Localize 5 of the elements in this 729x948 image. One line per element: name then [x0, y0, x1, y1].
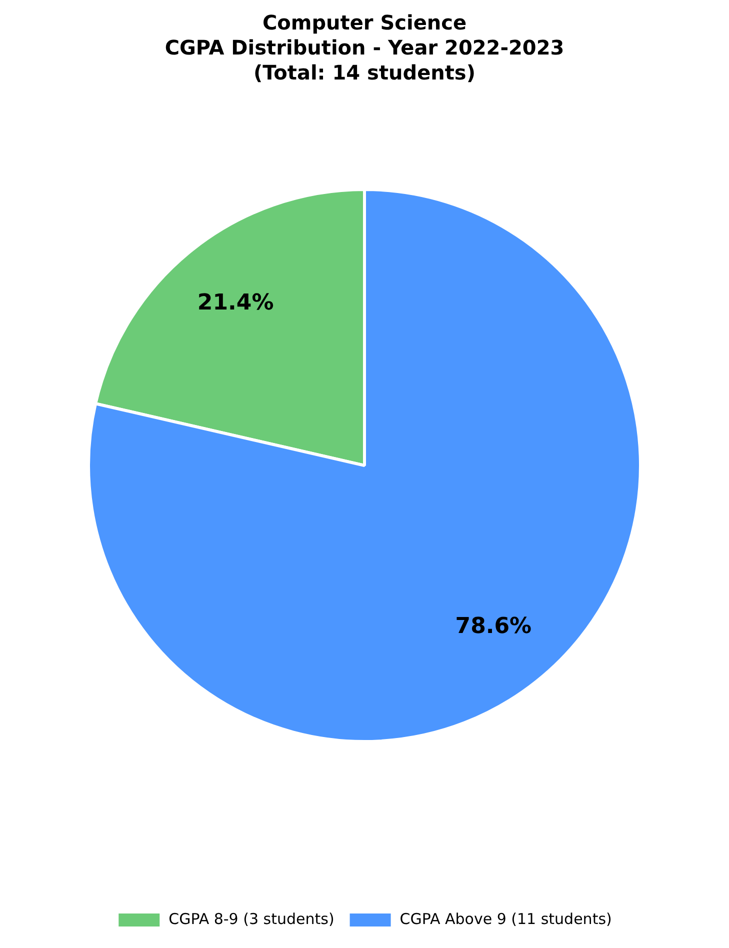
data-label: 21.4% [197, 290, 274, 316]
legend-label: CGPA Above 9 (11 students) [400, 910, 612, 928]
legend-label: CGPA 8-9 (3 students) [168, 910, 334, 928]
data-label: 78.6% [455, 614, 532, 640]
chart-title: Computer Science CGPA Distribution - Year 2022-2023 (Total: 14 students) [164, 10, 564, 85]
